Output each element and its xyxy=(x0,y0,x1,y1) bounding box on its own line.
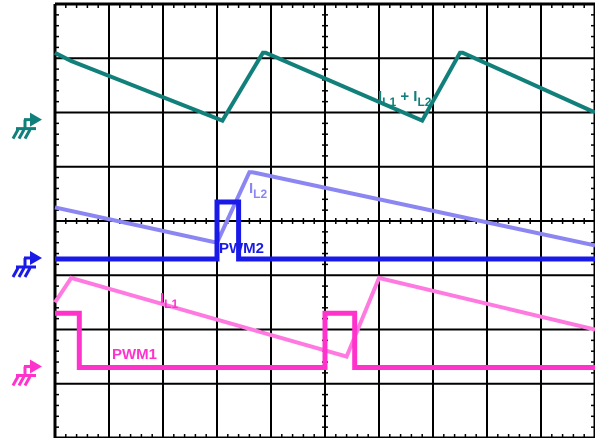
arrow-head-icon xyxy=(30,112,42,127)
il1-label: IL1 xyxy=(160,290,179,311)
ground-leg-icon xyxy=(23,267,32,278)
scope-grid xyxy=(53,2,595,438)
channel-1-ground-icon xyxy=(11,112,42,140)
channel-3-ground-icon xyxy=(11,359,42,387)
trace-il1 xyxy=(53,275,595,360)
sum-current-label: IL1 + IL2 xyxy=(378,88,432,109)
ground-leg-icon xyxy=(17,128,26,140)
il2-label: IL2 xyxy=(249,180,268,201)
trace-pwm1 xyxy=(55,310,595,370)
ground-leg-icon xyxy=(17,267,26,278)
scope-traces xyxy=(53,50,595,370)
ground-leg-icon xyxy=(11,128,20,140)
pwm1-label: PWM1 xyxy=(112,346,157,363)
arrow-head-icon xyxy=(30,359,42,374)
ground-markers xyxy=(11,112,42,387)
ground-leg-icon xyxy=(23,375,32,387)
ground-leg-icon xyxy=(17,375,26,387)
trace-il1-il2 xyxy=(54,50,595,124)
trace-il2 xyxy=(54,170,595,248)
channel-2-ground-icon xyxy=(11,250,42,278)
trace-pwm2 xyxy=(55,199,595,262)
ground-leg-icon xyxy=(11,375,20,387)
arrow-head-icon xyxy=(30,250,42,265)
pwm2-label: PWM2 xyxy=(219,240,264,257)
ground-leg-icon xyxy=(23,128,32,140)
ground-leg-icon xyxy=(11,267,20,278)
